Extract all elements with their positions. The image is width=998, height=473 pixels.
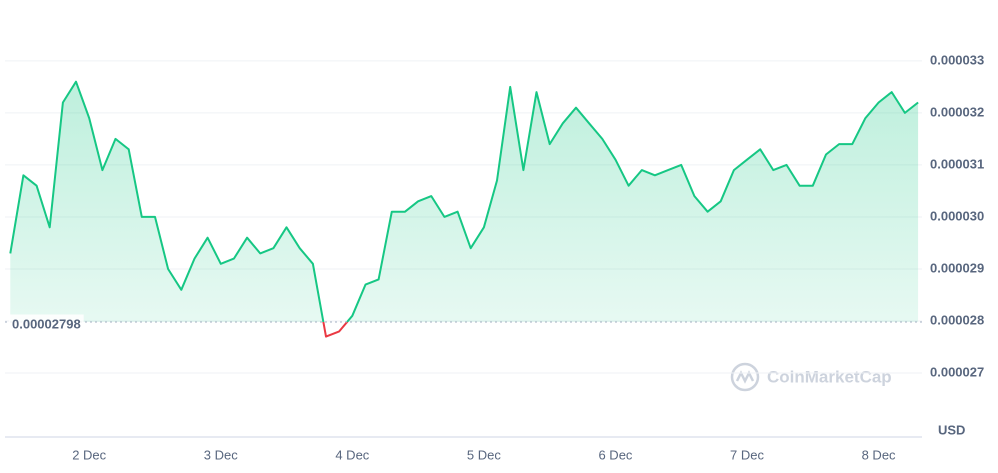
y-tick-label: 0.000028: [930, 312, 984, 327]
x-tick-label: 8 Dec: [862, 447, 896, 462]
x-tick-label: 4 Dec: [335, 447, 369, 462]
x-tick-label: 7 Dec: [730, 447, 764, 462]
x-tick-label: 2 Dec: [72, 447, 106, 462]
x-tick-label: 3 Dec: [204, 447, 238, 462]
baseline-label: 0.00002798: [12, 316, 81, 331]
watermark-text: CoinMarketCap: [767, 367, 892, 386]
y-tick-label: 0.000033: [930, 52, 984, 67]
unit-label: USD: [938, 422, 965, 437]
y-tick-label: 0.000027: [930, 364, 984, 379]
y-tick-label: 0.000031: [930, 156, 984, 171]
y-tick-label: 0.000029: [930, 260, 984, 275]
watermark: CoinMarketCap: [730, 362, 892, 392]
baseline-label-bg: [9, 314, 84, 334]
x-tick-label: 6 Dec: [598, 447, 632, 462]
y-tick-label: 0.000030: [930, 208, 984, 223]
y-tick-label: 0.000032: [930, 104, 984, 119]
x-tick-label: 5 Dec: [467, 447, 501, 462]
price-line: [9, 80, 919, 323]
area: [10, 81, 919, 323]
